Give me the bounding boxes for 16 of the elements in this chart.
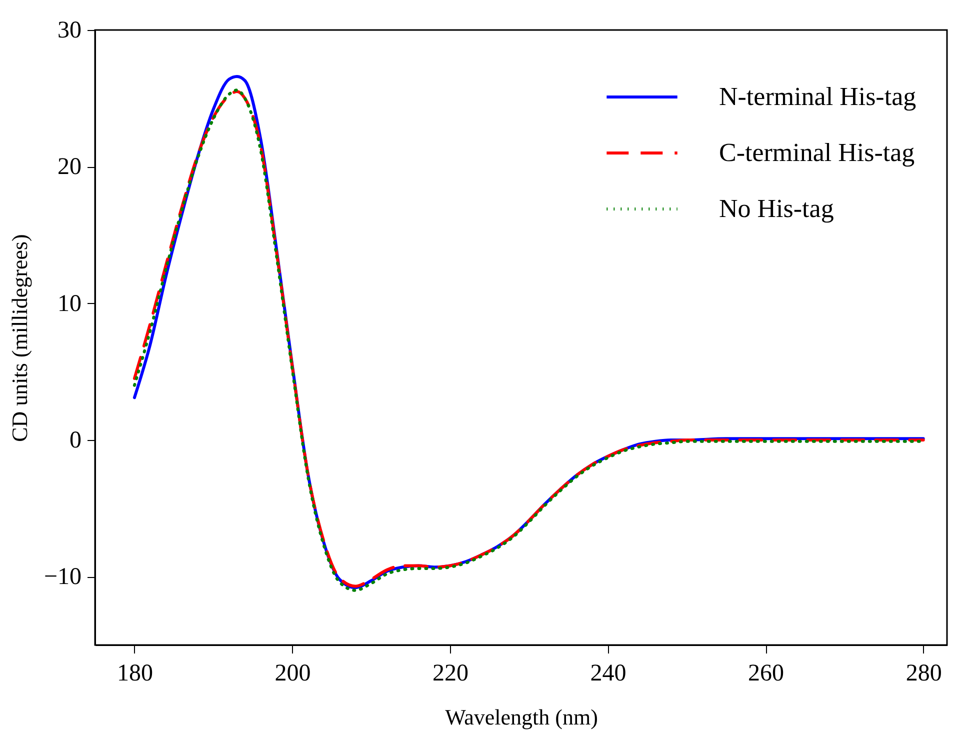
y-axis-title: CD units (millidegrees) [6, 234, 32, 442]
x-axis-title: Wavelength (nm) [445, 704, 598, 730]
y-tick-label: −10 [44, 564, 82, 590]
legend-label: N-terminal His-tag [719, 82, 916, 111]
legend-label: C-terminal His-tag [719, 138, 915, 167]
y-tick-label: 20 [58, 154, 82, 180]
x-tick-label: 240 [590, 660, 626, 686]
x-tick-label: 220 [432, 660, 468, 686]
x-tick-label: 200 [274, 660, 311, 686]
x-tick-label: 260 [748, 660, 784, 686]
x-tick-label: 180 [116, 660, 153, 686]
y-tick-label: 30 [58, 18, 82, 44]
y-tick-label: 10 [58, 290, 82, 317]
y-tick-label: 0 [70, 428, 82, 454]
x-tick-label: 280 [906, 660, 942, 686]
legend-label: No His-tag [719, 194, 834, 223]
